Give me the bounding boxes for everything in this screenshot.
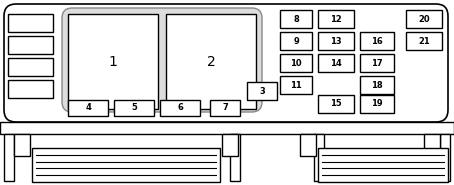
Bar	[210, 100, 240, 116]
Bar	[0, 122, 454, 134]
Bar	[314, 134, 324, 181]
Bar	[406, 10, 442, 28]
Text: 13: 13	[330, 36, 342, 46]
Bar	[360, 54, 394, 72]
Bar	[114, 100, 154, 116]
Bar	[424, 134, 440, 156]
Text: 4: 4	[85, 103, 91, 112]
Bar	[318, 10, 354, 28]
Bar	[32, 148, 220, 182]
Text: 3: 3	[259, 87, 265, 95]
Bar	[280, 32, 312, 50]
Text: 14: 14	[330, 58, 342, 68]
FancyBboxPatch shape	[62, 8, 262, 112]
Text: 17: 17	[371, 58, 383, 68]
Bar	[280, 54, 312, 72]
Bar	[318, 32, 354, 50]
Text: 20: 20	[418, 14, 430, 23]
Bar	[440, 134, 450, 181]
FancyBboxPatch shape	[4, 4, 448, 122]
Bar	[406, 32, 442, 50]
Text: 16: 16	[371, 36, 383, 46]
Bar	[300, 134, 316, 156]
Bar	[318, 148, 448, 182]
Bar	[318, 95, 354, 113]
Text: 2: 2	[207, 55, 215, 68]
Bar	[160, 100, 200, 116]
Text: 19: 19	[371, 100, 383, 108]
Bar	[230, 134, 240, 181]
Text: 6: 6	[177, 103, 183, 112]
Text: 8: 8	[293, 14, 299, 23]
Text: 18: 18	[371, 80, 383, 90]
Bar	[8, 14, 53, 32]
Bar	[68, 100, 108, 116]
Text: 7: 7	[222, 103, 228, 112]
Bar	[8, 36, 53, 54]
Text: 10: 10	[290, 58, 302, 68]
Bar	[14, 134, 30, 156]
Text: 9: 9	[293, 36, 299, 46]
Bar	[8, 58, 53, 76]
Text: 11: 11	[290, 80, 302, 90]
Text: 21: 21	[418, 36, 430, 46]
Bar	[222, 134, 238, 156]
Text: 15: 15	[330, 100, 342, 108]
Bar	[247, 82, 277, 100]
Bar	[166, 14, 256, 109]
Bar	[280, 76, 312, 94]
Bar	[280, 10, 312, 28]
Bar	[8, 80, 53, 98]
Bar	[4, 134, 14, 181]
Bar	[360, 76, 394, 94]
Bar	[360, 32, 394, 50]
Bar	[360, 95, 394, 113]
Bar	[318, 54, 354, 72]
Text: 1: 1	[109, 55, 118, 68]
Text: 5: 5	[131, 103, 137, 112]
Text: 12: 12	[330, 14, 342, 23]
Bar	[68, 14, 158, 109]
